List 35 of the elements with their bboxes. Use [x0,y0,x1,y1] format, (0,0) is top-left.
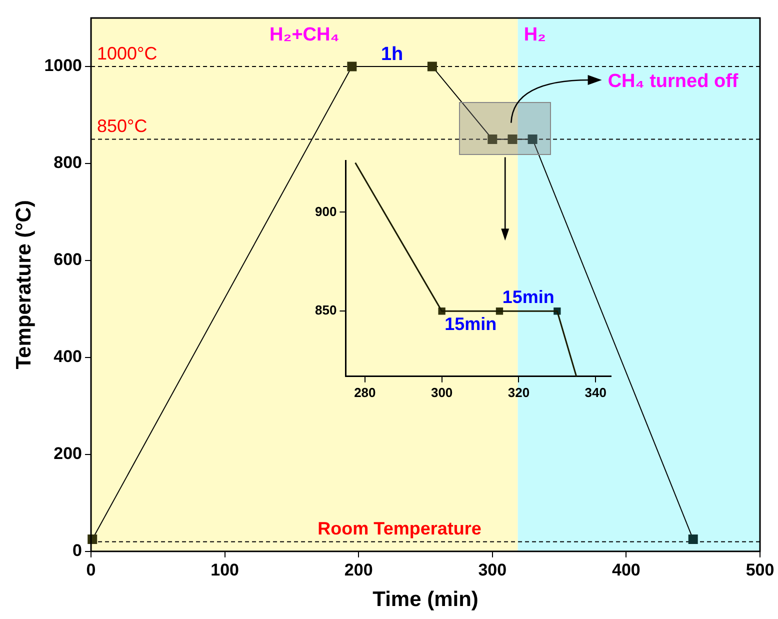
point [508,134,518,144]
ref-line-label: Room Temperature [318,518,482,539]
x-tick-label: 0 [86,560,96,580]
annotation: 15min [502,287,554,308]
y-tick-label: 0 [72,541,82,560]
y-axis-title: Temperature (°C) [12,200,36,370]
point [528,134,538,144]
y-tick-label: 400 [54,347,82,366]
band-label: H₂+CH₄ [270,24,340,46]
y-tick-label: 900 [314,204,337,219]
x-tick-label: 340 [584,384,606,400]
ref-line-label: 850°C [97,116,148,136]
y-tick-label: 1000 [44,56,82,76]
point [688,534,698,544]
ref-line-label: 1000°C [97,43,158,64]
y-tick-label: 200 [54,444,82,464]
x-tick-label: 320 [508,384,530,400]
y-tick-label: 600 [54,250,82,270]
point [347,62,357,72]
point [488,134,498,144]
x-tick-label: 500 [746,560,774,580]
x-tick-label: 280 [354,384,376,400]
x-tick-label: 300 [430,384,453,400]
y-tick-label: 800 [54,153,82,172]
point [427,62,437,72]
x-tick-label: 400 [612,560,640,580]
annotation: 1h [380,44,404,66]
x-tick-label: 200 [344,560,373,580]
annotation: CH₄ turned off [608,71,739,92]
annotation: 15min [444,314,497,334]
x-tick-label: 100 [210,560,239,580]
x-axis-title: Time (min) [372,588,478,612]
x-tick-label: 300 [478,560,507,580]
y-tick-label: 850 [314,302,337,318]
band-label: H₂ [524,24,546,46]
